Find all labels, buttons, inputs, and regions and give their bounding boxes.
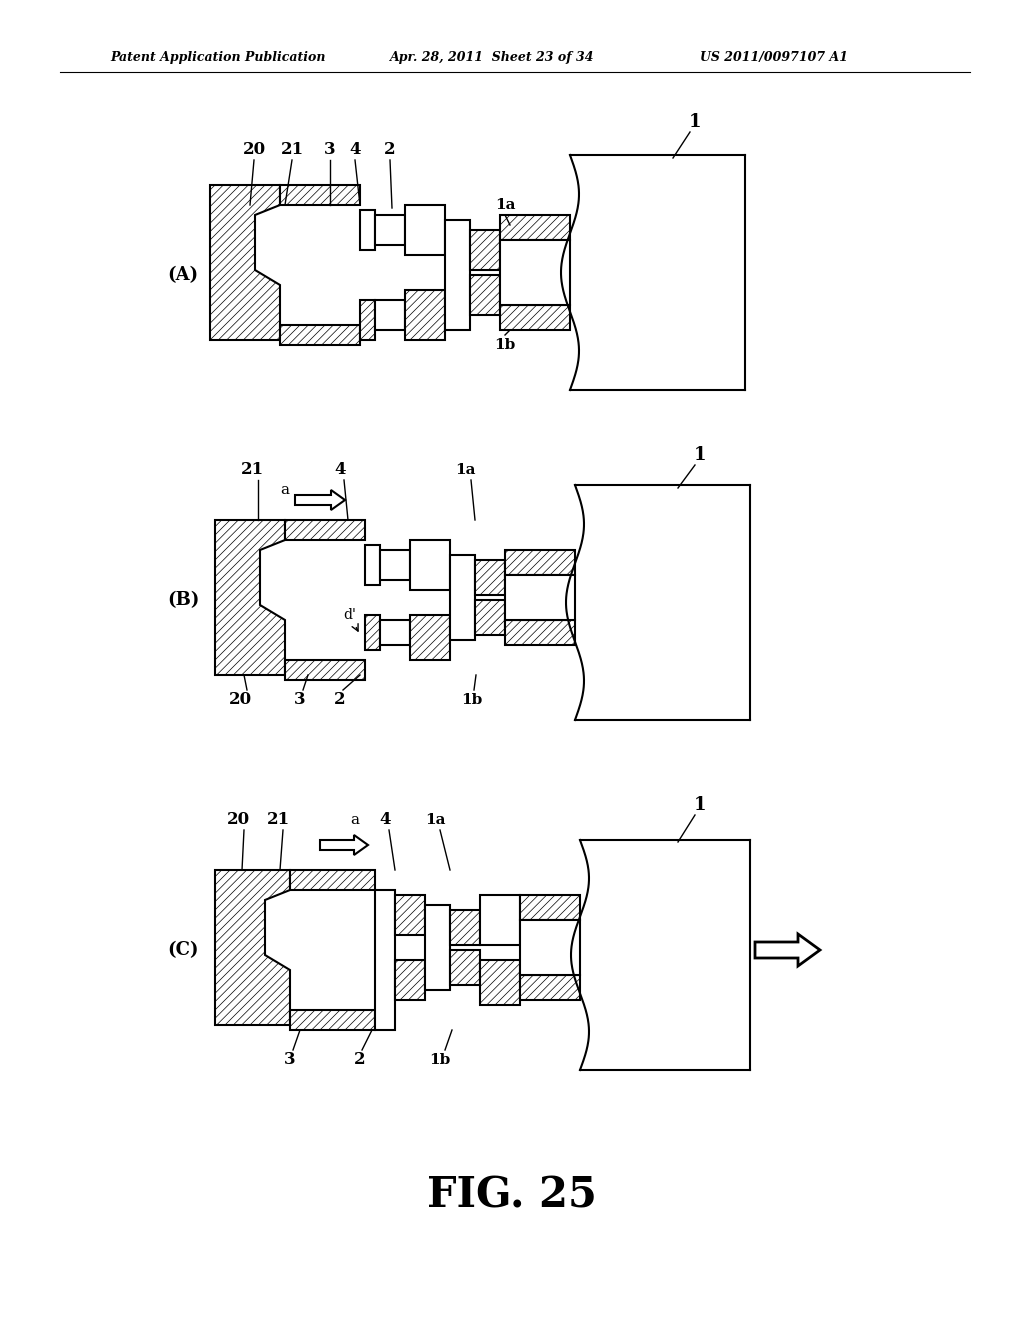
Bar [480,895,520,945]
Bar [475,601,505,635]
Bar [406,205,445,255]
Bar [450,909,480,945]
Text: d': d' [344,609,356,622]
Text: Patent Application Publication: Patent Application Publication [110,51,326,65]
Bar [520,895,580,920]
Bar [470,275,500,315]
Bar [380,550,410,579]
Bar [505,550,575,576]
Bar [290,1010,375,1030]
Text: (C): (C) [167,941,199,960]
Bar [285,660,365,680]
Bar [475,560,505,595]
Polygon shape [295,490,345,510]
Bar [395,895,425,935]
Text: 1b: 1b [495,338,516,352]
Text: 2: 2 [354,1052,366,1068]
Text: 4: 4 [379,812,391,829]
Bar [365,615,380,649]
Text: 1a: 1a [455,463,475,477]
Text: 2: 2 [334,692,346,709]
Text: Apr. 28, 2011  Sheet 23 of 34: Apr. 28, 2011 Sheet 23 of 34 [390,51,595,65]
Text: 21: 21 [241,462,263,479]
Bar [410,615,450,660]
Bar [365,545,380,585]
Bar [445,220,470,330]
Text: (B): (B) [167,591,200,609]
Text: 4: 4 [334,462,346,479]
Bar [450,554,475,640]
Bar [520,920,580,975]
Text: (A): (A) [168,267,199,284]
Bar [410,540,450,590]
Text: 1: 1 [693,796,707,814]
Bar [470,230,500,271]
Text: US 2011/0097107 A1: US 2011/0097107 A1 [700,51,848,65]
Text: 21: 21 [266,812,290,829]
Bar [520,975,580,1001]
Text: a: a [350,813,359,828]
Text: 20: 20 [228,692,252,709]
Text: 1b: 1b [429,1053,451,1067]
Bar [375,215,406,246]
Polygon shape [319,836,368,855]
Bar [375,890,395,1030]
Text: 3: 3 [325,141,336,158]
Text: FIG. 25: FIG. 25 [427,1173,597,1216]
Text: 21: 21 [281,141,303,158]
Text: 1: 1 [689,114,701,131]
Text: 1a: 1a [495,198,515,213]
Bar [480,960,520,1005]
Bar [395,960,425,1001]
Bar [500,240,570,305]
Bar [380,620,410,645]
Polygon shape [215,870,290,1026]
Text: 1b: 1b [462,693,482,708]
Bar [290,870,375,890]
Text: 20: 20 [226,812,250,829]
Bar [500,305,570,330]
Text: 4: 4 [349,141,360,158]
Text: 2: 2 [384,141,396,158]
Bar [375,300,406,330]
Text: 20: 20 [243,141,265,158]
Polygon shape [755,935,820,966]
Bar [285,520,365,540]
Bar [360,300,375,341]
Bar [280,325,360,345]
Bar [505,620,575,645]
Polygon shape [210,185,280,341]
Text: a: a [281,483,290,498]
Text: 1a: 1a [425,813,445,828]
Bar [450,950,480,985]
Bar [360,210,375,249]
Bar [406,290,445,341]
Text: 3: 3 [294,692,306,709]
Bar [500,215,570,240]
Bar [280,185,360,205]
Text: 1: 1 [693,446,707,465]
Polygon shape [215,520,285,675]
Text: 3: 3 [285,1052,296,1068]
Bar [505,576,575,620]
Bar [425,906,450,990]
